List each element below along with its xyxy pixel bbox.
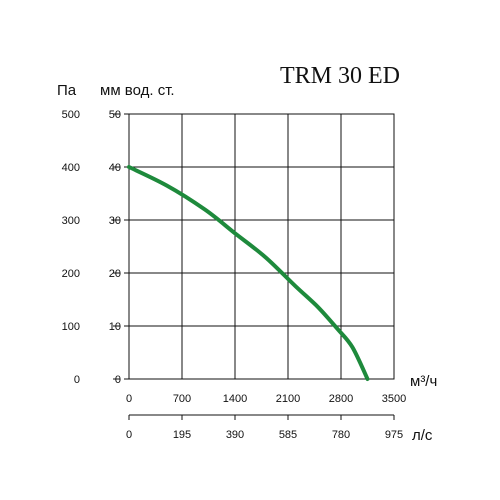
x-m3h-tick-label: 2800 (329, 393, 353, 405)
y-mm-tick-label: 40 (109, 162, 121, 174)
x-m3h-tick-label: 3500 (382, 393, 406, 405)
x-ls-tick-label: 585 (279, 429, 297, 441)
grid (129, 114, 394, 379)
y-axis-unit-pa: Па (57, 82, 77, 99)
x-axis-m3h-unit: м³/ч (410, 373, 437, 390)
y-pa-tick-label: 400 (62, 162, 80, 174)
y-axis-mm-labels: 50 40 30 20 10 0 (109, 109, 129, 386)
y-mm-tick-label: 20 (109, 268, 121, 280)
x-ls-tick-label: 780 (332, 429, 350, 441)
series-line (127, 165, 370, 381)
x-m3h-tick-label: 2100 (276, 393, 300, 405)
y-pa-tick-label: 500 (62, 109, 80, 121)
y-mm-tick-label: 10 (109, 321, 121, 333)
x-axis-ls-labels: 0 195 390 585 780 975 (126, 415, 403, 441)
y-pa-tick-label: 200 (62, 268, 80, 280)
x-m3h-tick-label: 700 (173, 393, 191, 405)
chart-title: TRM 30 ED (280, 63, 400, 89)
y-pa-tick-label: 300 (62, 215, 80, 227)
x-ls-tick-label: 195 (173, 429, 191, 441)
y-pa-tick-label: 100 (62, 321, 80, 333)
x-ls-tick-label: 975 (385, 429, 403, 441)
y-mm-tick-label: 30 (109, 215, 121, 227)
y-mm-tick-label: 0 (115, 374, 121, 386)
x-axis-m3h-labels: 0 700 1400 2100 2800 3500 (126, 393, 406, 405)
y-axis-unit-mm: мм вод. ст. (100, 82, 175, 99)
x-m3h-tick-label: 0 (126, 393, 132, 405)
x-ls-tick-label: 390 (226, 429, 244, 441)
x-m3h-tick-label: 1400 (223, 393, 247, 405)
y-pa-tick-label: 0 (74, 374, 80, 386)
x-ls-tick-label: 0 (126, 429, 132, 441)
plot-frame (128, 113, 395, 380)
y-mm-tick-label: 50 (109, 109, 121, 121)
x-axis-ls-unit: л/с (412, 427, 433, 444)
